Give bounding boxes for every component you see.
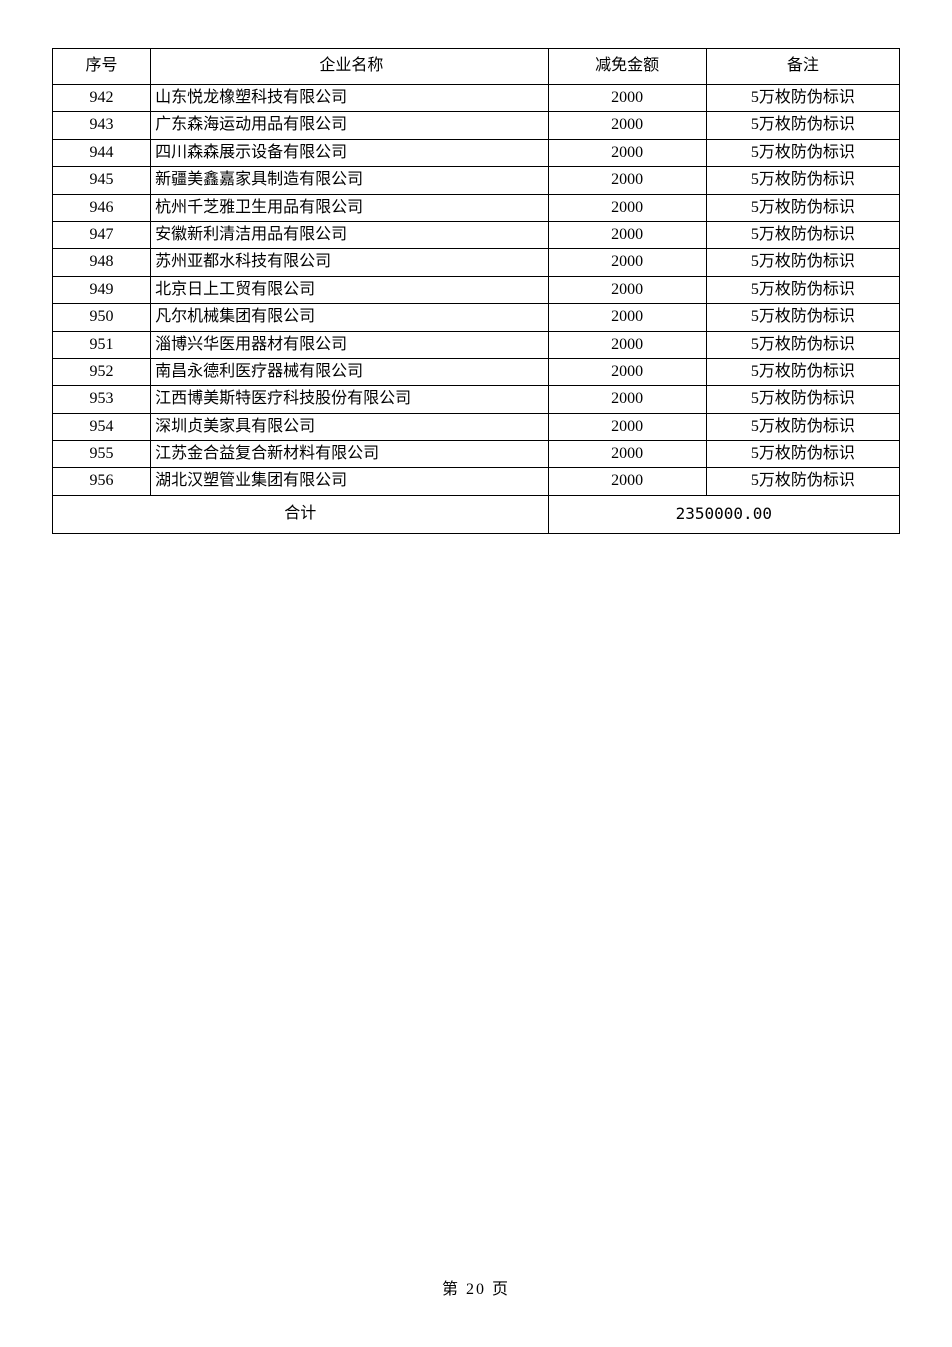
cell-remark: 5万枚防伪标识 [706,304,899,331]
cell-amount: 2000 [548,139,706,166]
table-row: 950凡尔机械集团有限公司20005万枚防伪标识 [53,304,900,331]
cell-remark: 5万枚防伪标识 [706,249,899,276]
cell-name: 苏州亚都水科技有限公司 [151,249,548,276]
cell-remark: 5万枚防伪标识 [706,276,899,303]
cell-seq: 955 [53,441,151,468]
cell-seq: 947 [53,221,151,248]
cell-amount: 2000 [548,112,706,139]
cell-seq: 952 [53,358,151,385]
cell-remark: 5万枚防伪标识 [706,221,899,248]
table-row: 955江苏金合益复合新材料有限公司20005万枚防伪标识 [53,441,900,468]
cell-amount: 2000 [548,221,706,248]
cell-remark: 5万枚防伪标识 [706,468,899,495]
cell-remark: 5万枚防伪标识 [706,441,899,468]
cell-remark: 5万枚防伪标识 [706,413,899,440]
cell-seq: 945 [53,167,151,194]
table-row: 951淄博兴华医用器材有限公司20005万枚防伪标识 [53,331,900,358]
page-number: 第 20 页 [0,1275,952,1299]
cell-amount: 2000 [548,386,706,413]
cell-name: 江苏金合益复合新材料有限公司 [151,441,548,468]
table-row: 945新疆美鑫嘉家具制造有限公司20005万枚防伪标识 [53,167,900,194]
table-header-row: 序号 企业名称 减免金额 备注 [53,49,900,85]
cell-seq: 944 [53,139,151,166]
table-row: 944四川森森展示设备有限公司20005万枚防伪标识 [53,139,900,166]
table-row: 952南昌永德利医疗器械有限公司20005万枚防伪标识 [53,358,900,385]
total-row: 合计 2350000.00 [53,495,900,533]
cell-amount: 2000 [548,249,706,276]
cell-name: 四川森森展示设备有限公司 [151,139,548,166]
table-row: 946杭州千芝雅卫生用品有限公司20005万枚防伪标识 [53,194,900,221]
cell-name: 山东悦龙橡塑科技有限公司 [151,85,548,112]
cell-amount: 2000 [548,85,706,112]
header-amount: 减免金额 [548,49,706,85]
cell-remark: 5万枚防伪标识 [706,358,899,385]
cell-name: 湖北汉塑管业集团有限公司 [151,468,548,495]
cell-amount: 2000 [548,167,706,194]
cell-amount: 2000 [548,468,706,495]
cell-seq: 951 [53,331,151,358]
cell-remark: 5万枚防伪标识 [706,386,899,413]
cell-seq: 946 [53,194,151,221]
cell-amount: 2000 [548,358,706,385]
cell-name: 南昌永德利医疗器械有限公司 [151,358,548,385]
cell-remark: 5万枚防伪标识 [706,85,899,112]
table-row: 947安徽新利清洁用品有限公司20005万枚防伪标识 [53,221,900,248]
cell-remark: 5万枚防伪标识 [706,331,899,358]
table-row: 949北京日上工贸有限公司20005万枚防伪标识 [53,276,900,303]
cell-seq: 942 [53,85,151,112]
table-row: 948苏州亚都水科技有限公司20005万枚防伪标识 [53,249,900,276]
cell-name: 江西博美斯特医疗科技股份有限公司 [151,386,548,413]
cell-name: 新疆美鑫嘉家具制造有限公司 [151,167,548,194]
table-row: 954深圳贞美家具有限公司20005万枚防伪标识 [53,413,900,440]
page-container: 序号 企业名称 减免金额 备注 942山东悦龙橡塑科技有限公司20005万枚防伪… [0,0,952,534]
cell-remark: 5万枚防伪标识 [706,194,899,221]
table-row: 956湖北汉塑管业集团有限公司20005万枚防伪标识 [53,468,900,495]
cell-seq: 943 [53,112,151,139]
cell-seq: 948 [53,249,151,276]
table-row: 942山东悦龙橡塑科技有限公司20005万枚防伪标识 [53,85,900,112]
cell-name: 广东森海运动用品有限公司 [151,112,548,139]
table-row: 953江西博美斯特医疗科技股份有限公司20005万枚防伪标识 [53,386,900,413]
cell-remark: 5万枚防伪标识 [706,167,899,194]
cell-seq: 954 [53,413,151,440]
table-row: 943广东森海运动用品有限公司20005万枚防伪标识 [53,112,900,139]
cell-remark: 5万枚防伪标识 [706,112,899,139]
total-label: 合计 [53,495,549,533]
cell-remark: 5万枚防伪标识 [706,139,899,166]
cell-amount: 2000 [548,413,706,440]
cell-name: 深圳贞美家具有限公司 [151,413,548,440]
cell-amount: 2000 [548,194,706,221]
cell-seq: 950 [53,304,151,331]
cell-name: 凡尔机械集团有限公司 [151,304,548,331]
cell-amount: 2000 [548,331,706,358]
cell-amount: 2000 [548,441,706,468]
cell-amount: 2000 [548,276,706,303]
cell-seq: 953 [53,386,151,413]
header-seq: 序号 [53,49,151,85]
cell-name: 淄博兴华医用器材有限公司 [151,331,548,358]
table-body: 942山东悦龙橡塑科技有限公司20005万枚防伪标识943广东森海运动用品有限公… [53,85,900,496]
total-value: 2350000.00 [548,495,899,533]
cell-amount: 2000 [548,304,706,331]
cell-name: 杭州千芝雅卫生用品有限公司 [151,194,548,221]
cell-seq: 956 [53,468,151,495]
header-remark: 备注 [706,49,899,85]
cell-seq: 949 [53,276,151,303]
data-table: 序号 企业名称 减免金额 备注 942山东悦龙橡塑科技有限公司20005万枚防伪… [52,48,900,534]
cell-name: 安徽新利清洁用品有限公司 [151,221,548,248]
header-name: 企业名称 [151,49,548,85]
cell-name: 北京日上工贸有限公司 [151,276,548,303]
